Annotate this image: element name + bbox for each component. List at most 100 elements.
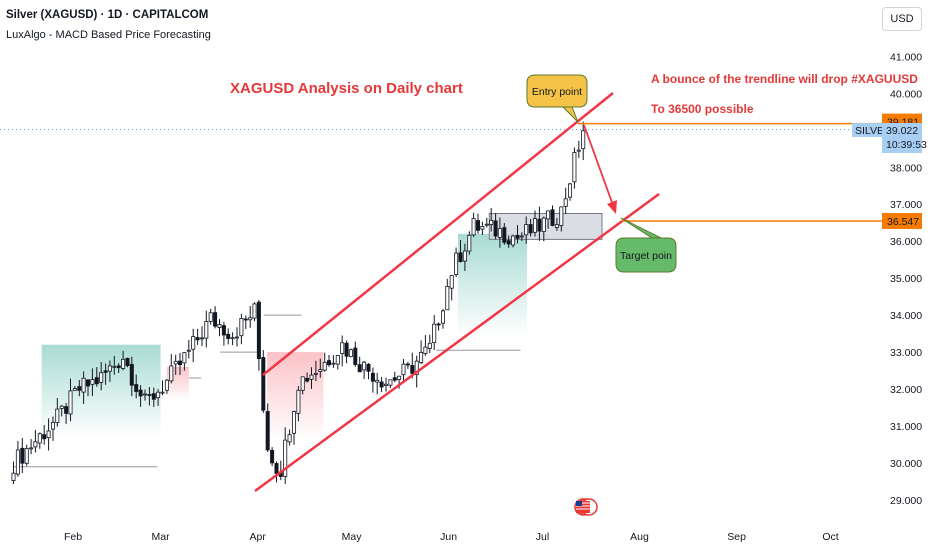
candle-body xyxy=(164,379,169,391)
candle xyxy=(471,212,476,237)
candle-body xyxy=(160,391,165,394)
candle xyxy=(340,335,345,367)
candle-body xyxy=(208,312,213,322)
candle xyxy=(497,217,502,248)
target-callout-label: Target poin xyxy=(620,250,672,262)
candle-body xyxy=(147,394,152,396)
candle xyxy=(537,206,542,241)
candle-body xyxy=(243,318,248,321)
candle-body xyxy=(300,376,305,391)
candle-body xyxy=(156,391,161,399)
candle-body xyxy=(388,379,393,386)
candle xyxy=(370,367,375,393)
candle-body xyxy=(554,224,559,228)
candle-body xyxy=(270,449,275,464)
candle-body xyxy=(414,360,419,376)
candle xyxy=(221,321,226,346)
candle xyxy=(383,377,388,392)
candle xyxy=(554,217,559,231)
candle-body xyxy=(64,406,69,414)
channel-upper-line xyxy=(262,92,614,376)
candle-body xyxy=(107,365,112,372)
candle-body xyxy=(370,372,375,382)
candle-body xyxy=(519,235,524,238)
candle-body xyxy=(537,218,542,232)
indicator-name: LuxAlgo - MACD Based Price Forecasting xyxy=(6,29,211,41)
candle xyxy=(239,313,244,345)
candle xyxy=(20,438,25,474)
candle-body xyxy=(576,149,581,152)
y-tick-label: 33.000 xyxy=(890,347,922,359)
candle-body xyxy=(256,301,261,360)
candle-body xyxy=(427,342,432,349)
candle-body xyxy=(462,250,467,262)
candle xyxy=(29,439,34,455)
y-tick-label: 41.000 xyxy=(890,51,922,63)
candle xyxy=(296,386,301,422)
candle-body xyxy=(173,360,178,365)
candle-body xyxy=(221,325,226,336)
candle xyxy=(405,362,410,369)
candle xyxy=(449,275,454,301)
candle-body xyxy=(445,286,450,311)
candle xyxy=(489,208,494,232)
forecast-arrow xyxy=(583,124,615,209)
us-flag-event-icon[interactable] xyxy=(574,498,598,516)
candle-body xyxy=(546,210,551,220)
candle xyxy=(173,354,178,375)
candle-body xyxy=(480,225,485,230)
candle-body xyxy=(291,411,296,434)
candle xyxy=(77,380,82,397)
candle xyxy=(576,140,581,159)
candle-body xyxy=(151,393,156,400)
candle xyxy=(563,187,568,214)
candle-body xyxy=(533,218,538,233)
candle xyxy=(90,368,95,397)
candle xyxy=(375,372,380,395)
candle xyxy=(348,348,353,358)
candle xyxy=(125,357,130,368)
candle xyxy=(156,389,161,406)
candle xyxy=(392,371,397,383)
candle-body xyxy=(397,375,402,380)
candle-body xyxy=(230,337,235,340)
candle xyxy=(81,371,86,404)
candle xyxy=(64,402,69,424)
countdown-text: 10:39:53 xyxy=(886,139,927,151)
candle-body xyxy=(59,405,64,409)
candle xyxy=(419,340,424,365)
candle-body xyxy=(248,317,253,321)
candle xyxy=(331,355,336,368)
candle-body xyxy=(366,363,371,372)
candle xyxy=(287,429,292,446)
candle xyxy=(467,231,472,255)
candle-body xyxy=(46,430,51,439)
analysis-title: XAGUSD Analysis on Daily chart xyxy=(230,80,463,97)
candle xyxy=(401,359,406,383)
candle-body xyxy=(405,363,410,366)
candle-body xyxy=(239,317,244,337)
candle-body xyxy=(362,361,367,371)
candle-body xyxy=(81,377,86,393)
candle xyxy=(515,225,520,244)
candle xyxy=(195,328,200,345)
candle-body xyxy=(471,217,476,236)
candle xyxy=(432,315,437,350)
candle xyxy=(270,447,275,467)
candle xyxy=(42,425,47,445)
currency-button[interactable]: USD xyxy=(882,7,922,31)
candle xyxy=(112,355,117,375)
candle-body xyxy=(199,337,204,340)
last-price-text: 39.022 xyxy=(886,125,918,137)
candle xyxy=(528,218,533,237)
candle-body xyxy=(511,235,516,246)
target-price-tag: 36.547 xyxy=(882,213,922,229)
candle-body xyxy=(375,379,380,383)
candle xyxy=(51,416,56,441)
candle xyxy=(134,374,139,399)
candle-body xyxy=(515,234,520,239)
candle xyxy=(243,315,248,329)
target-callout: Target poin xyxy=(615,217,677,273)
channel-lower-line xyxy=(254,192,660,493)
